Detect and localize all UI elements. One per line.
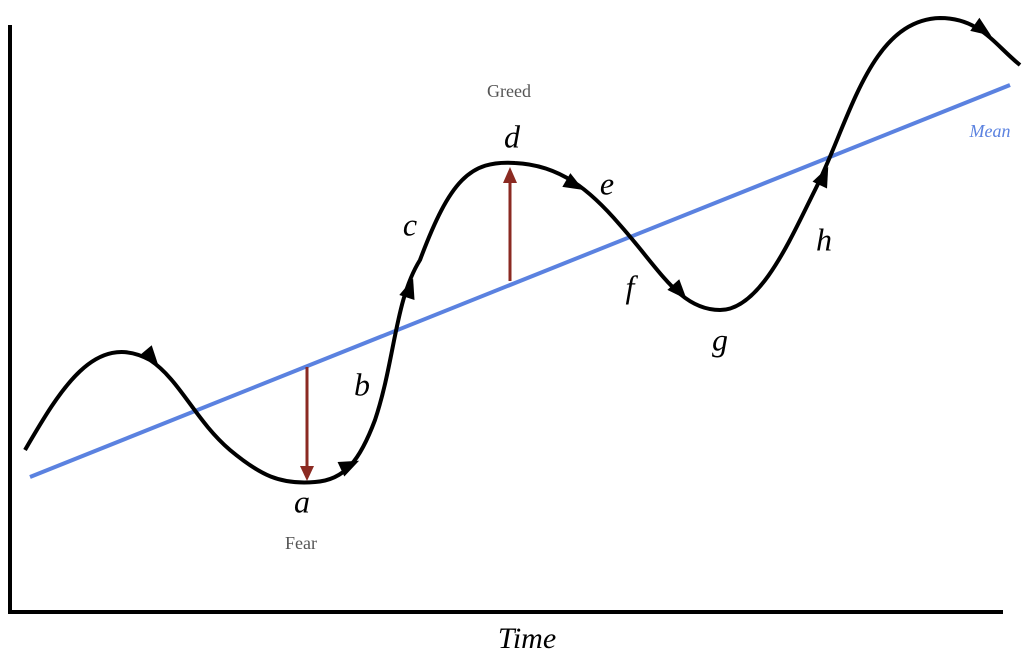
arrowhead bbox=[667, 279, 687, 300]
arrowhead bbox=[503, 167, 517, 183]
point-label: g bbox=[712, 321, 728, 357]
deviation-arrows bbox=[300, 167, 517, 481]
point-label: c bbox=[403, 206, 417, 242]
price-curve bbox=[23, 15, 1022, 485]
arrowhead bbox=[337, 460, 360, 477]
point-label: b bbox=[354, 366, 370, 402]
arrowhead bbox=[812, 166, 829, 189]
axis-label: Time bbox=[498, 622, 556, 655]
mean-label: Mean bbox=[969, 121, 1011, 141]
mean-line bbox=[29, 83, 1011, 479]
fear-label: Fear bbox=[285, 533, 317, 553]
arrowhead bbox=[300, 466, 314, 481]
arrowhead bbox=[139, 345, 159, 366]
point-label: f bbox=[626, 268, 639, 304]
point-label: d bbox=[504, 118, 521, 154]
arrowhead bbox=[562, 173, 584, 190]
arrowhead bbox=[970, 17, 992, 36]
point-label: a bbox=[294, 483, 310, 519]
arrowhead bbox=[399, 278, 415, 300]
point-label: h bbox=[816, 221, 832, 257]
greed-label: Greed bbox=[487, 81, 531, 101]
point-label: e bbox=[600, 165, 614, 201]
direction-arrows bbox=[139, 17, 992, 477]
